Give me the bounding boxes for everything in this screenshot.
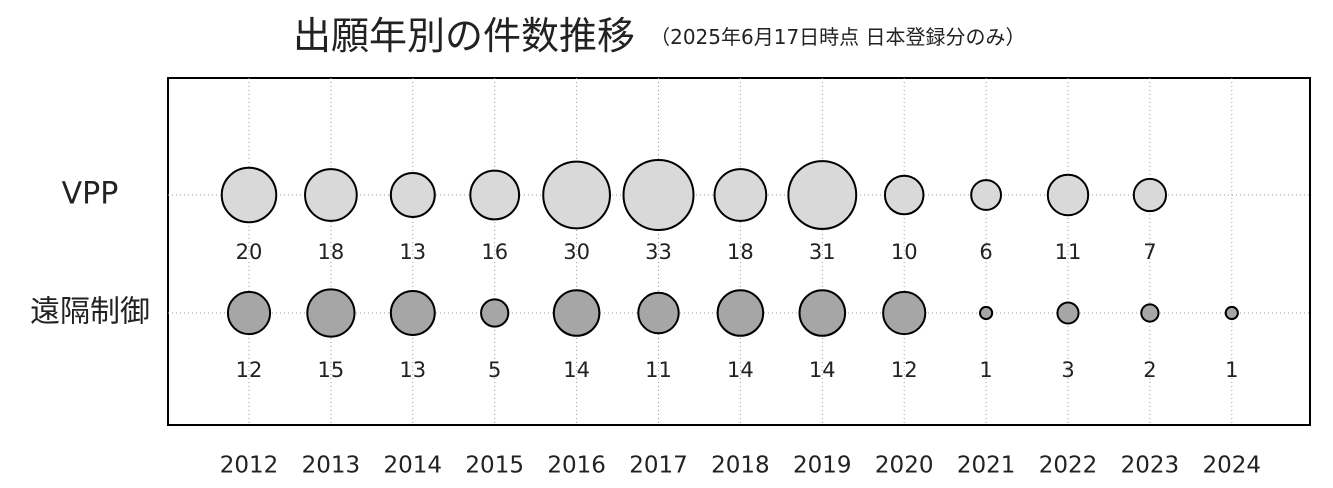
x-tick-label: 2023 [1121,453,1180,479]
value-label: 14 [563,358,590,382]
chart-title: 出願年別の件数推移 [293,14,635,58]
value-label: 1 [1225,358,1238,382]
value-label: 5 [488,358,501,382]
value-label: 12 [236,358,263,382]
bubble [554,290,600,336]
bubble [305,169,357,221]
x-tick-label: 2012 [220,453,279,479]
value-label: 18 [727,240,754,264]
bubble [1141,304,1158,321]
x-tick-label: 2013 [302,453,361,479]
bubble [307,289,354,336]
bubble [624,160,694,230]
value-label: 14 [727,358,754,382]
x-tick-label: 2021 [957,453,1016,479]
bubble [470,171,519,220]
x-tick-label: 2017 [629,453,688,479]
chart: 出願年別の件数推移 （2025年6月17日時点 日本登録分のみ） 2012201… [0,0,1333,488]
x-tick-label: 2019 [793,453,852,479]
value-label: 3 [1061,358,1074,382]
value-label: 16 [481,240,508,264]
bubble [1057,302,1078,323]
bubble [228,292,270,334]
x-tick-label: 2014 [384,453,443,479]
bubble [481,299,508,326]
value-label: 11 [1055,240,1082,264]
bubble [391,173,435,217]
chart-subtitle: （2025年6月17日時点 日本登録分のみ） [650,25,1025,49]
bubble [885,176,924,215]
value-label: 13 [399,358,426,382]
value-label: 33 [645,240,672,264]
bubble [543,162,610,229]
bubble [980,307,992,319]
bubble [1226,307,1238,319]
x-tick-label: 2022 [1039,453,1098,479]
bubble [391,291,435,335]
value-label: 10 [891,240,918,264]
row-label: 遠隔制御 [30,295,150,330]
value-label: 7 [1143,240,1156,264]
value-label: 15 [318,358,345,382]
value-label: 13 [399,240,426,264]
bubble [1048,175,1088,215]
x-tick-label: 2024 [1203,453,1262,479]
x-tick-label: 2018 [711,453,770,479]
chart-heading: 出願年別の件数推移 （2025年6月17日時点 日本登録分のみ） [293,14,1026,58]
value-label: 18 [318,240,345,264]
value-label: 11 [645,358,672,382]
bubble [800,290,846,336]
value-label: 31 [809,240,836,264]
bubble [1134,179,1166,211]
bubble [222,168,276,222]
x-tick-label: 2015 [465,453,524,479]
value-label: 20 [236,240,263,264]
value-label: 14 [809,358,836,382]
bubble [883,292,925,334]
bubble [715,169,767,221]
bubble [788,161,856,229]
value-label: 12 [891,358,918,382]
x-tick-label: 2020 [875,453,934,479]
row-label: VPP [62,177,119,212]
bubble [638,293,678,333]
bubble [971,180,1001,210]
value-label: 30 [563,240,590,264]
x-tick-label: 2016 [547,453,606,479]
bubble [718,290,764,336]
value-label: 6 [979,240,992,264]
value-label: 1 [979,358,992,382]
value-label: 2 [1143,358,1156,382]
